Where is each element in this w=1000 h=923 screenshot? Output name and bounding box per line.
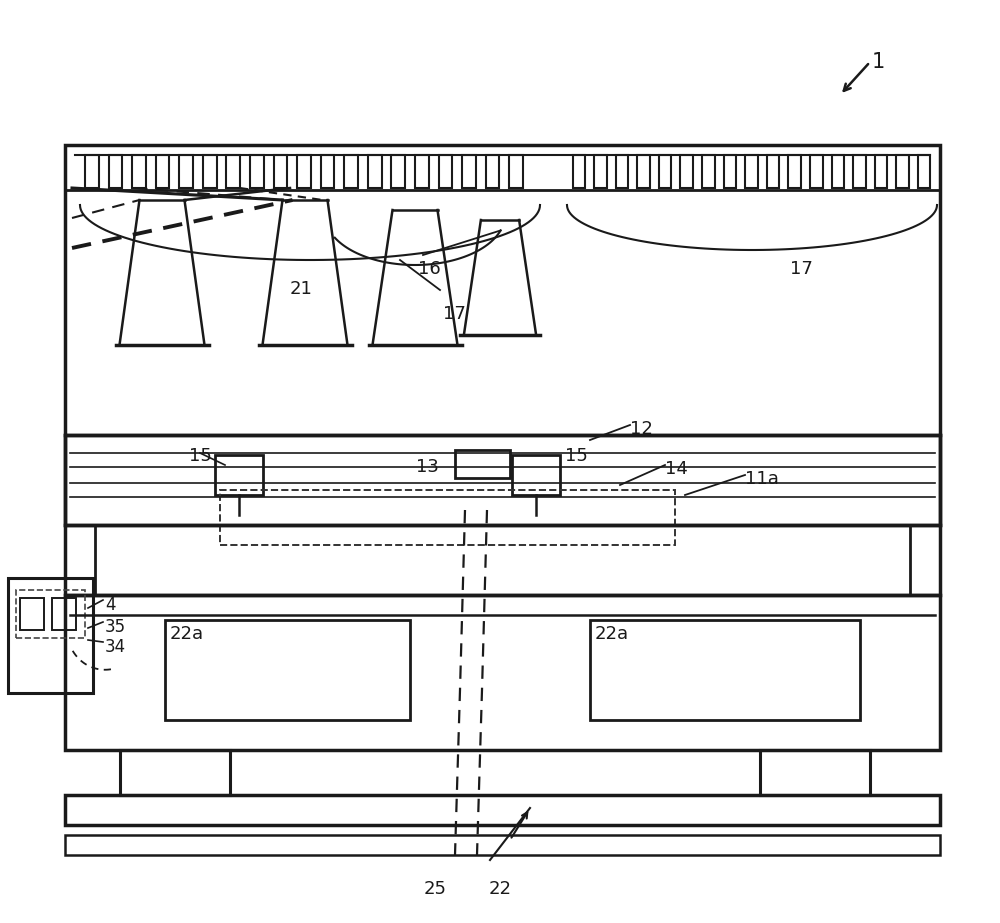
Bar — [415, 155, 429, 188]
Text: 15: 15 — [189, 447, 211, 465]
Bar — [250, 155, 264, 188]
Text: 17: 17 — [443, 305, 466, 323]
Bar — [391, 155, 405, 188]
Bar — [745, 155, 758, 188]
Bar — [215, 455, 263, 495]
Text: 12: 12 — [630, 420, 653, 438]
Bar — [788, 155, 801, 188]
Bar — [616, 155, 628, 188]
Bar — [220, 490, 675, 545]
Bar — [512, 455, 560, 495]
Bar — [8, 578, 93, 693]
Bar — [120, 750, 230, 795]
Bar — [65, 435, 940, 525]
Bar — [132, 155, 146, 188]
Text: 15: 15 — [565, 447, 588, 465]
Bar — [509, 155, 523, 188]
Bar — [203, 155, 217, 188]
Bar — [573, 155, 585, 188]
Text: 25: 25 — [424, 880, 446, 898]
Bar — [486, 155, 499, 188]
Bar — [439, 155, 452, 188]
Bar — [344, 155, 358, 188]
Bar — [680, 155, 693, 188]
Bar — [85, 155, 99, 188]
Bar — [109, 155, 122, 188]
Bar — [455, 450, 510, 478]
Bar — [462, 155, 476, 188]
Bar — [179, 155, 193, 188]
Text: 17: 17 — [790, 260, 813, 278]
Text: 13: 13 — [416, 458, 438, 476]
Bar — [724, 155, 736, 188]
Bar — [226, 155, 240, 188]
Text: 22: 22 — [488, 880, 512, 898]
Bar — [65, 145, 940, 435]
Text: 4: 4 — [105, 596, 116, 614]
Bar — [20, 598, 44, 630]
Bar — [767, 155, 779, 188]
Bar — [760, 750, 870, 795]
Text: 16: 16 — [418, 260, 441, 278]
Bar — [16, 590, 85, 638]
Bar — [875, 155, 887, 188]
Text: 1: 1 — [871, 52, 885, 72]
Bar — [165, 620, 410, 720]
Bar — [918, 155, 930, 188]
Bar — [52, 598, 76, 630]
Bar — [832, 155, 844, 188]
Bar — [368, 155, 382, 188]
Bar — [65, 525, 940, 595]
Bar — [594, 155, 607, 188]
Text: 21: 21 — [290, 280, 313, 298]
Bar — [65, 595, 940, 750]
Bar — [637, 155, 650, 188]
Text: 22a: 22a — [170, 625, 204, 643]
Bar — [702, 155, 715, 188]
Text: 35: 35 — [105, 618, 126, 636]
Bar — [590, 620, 860, 720]
Text: 22a: 22a — [595, 625, 629, 643]
Bar — [65, 835, 940, 855]
Bar — [853, 155, 866, 188]
Bar — [810, 155, 823, 188]
Text: 34: 34 — [105, 638, 126, 656]
Text: 11a: 11a — [745, 470, 779, 488]
Bar — [297, 155, 311, 188]
Bar — [65, 795, 940, 825]
Text: 14: 14 — [665, 460, 688, 478]
Bar — [321, 155, 334, 188]
Bar — [274, 155, 287, 188]
Bar — [659, 155, 671, 188]
Bar — [896, 155, 909, 188]
Bar — [156, 155, 169, 188]
